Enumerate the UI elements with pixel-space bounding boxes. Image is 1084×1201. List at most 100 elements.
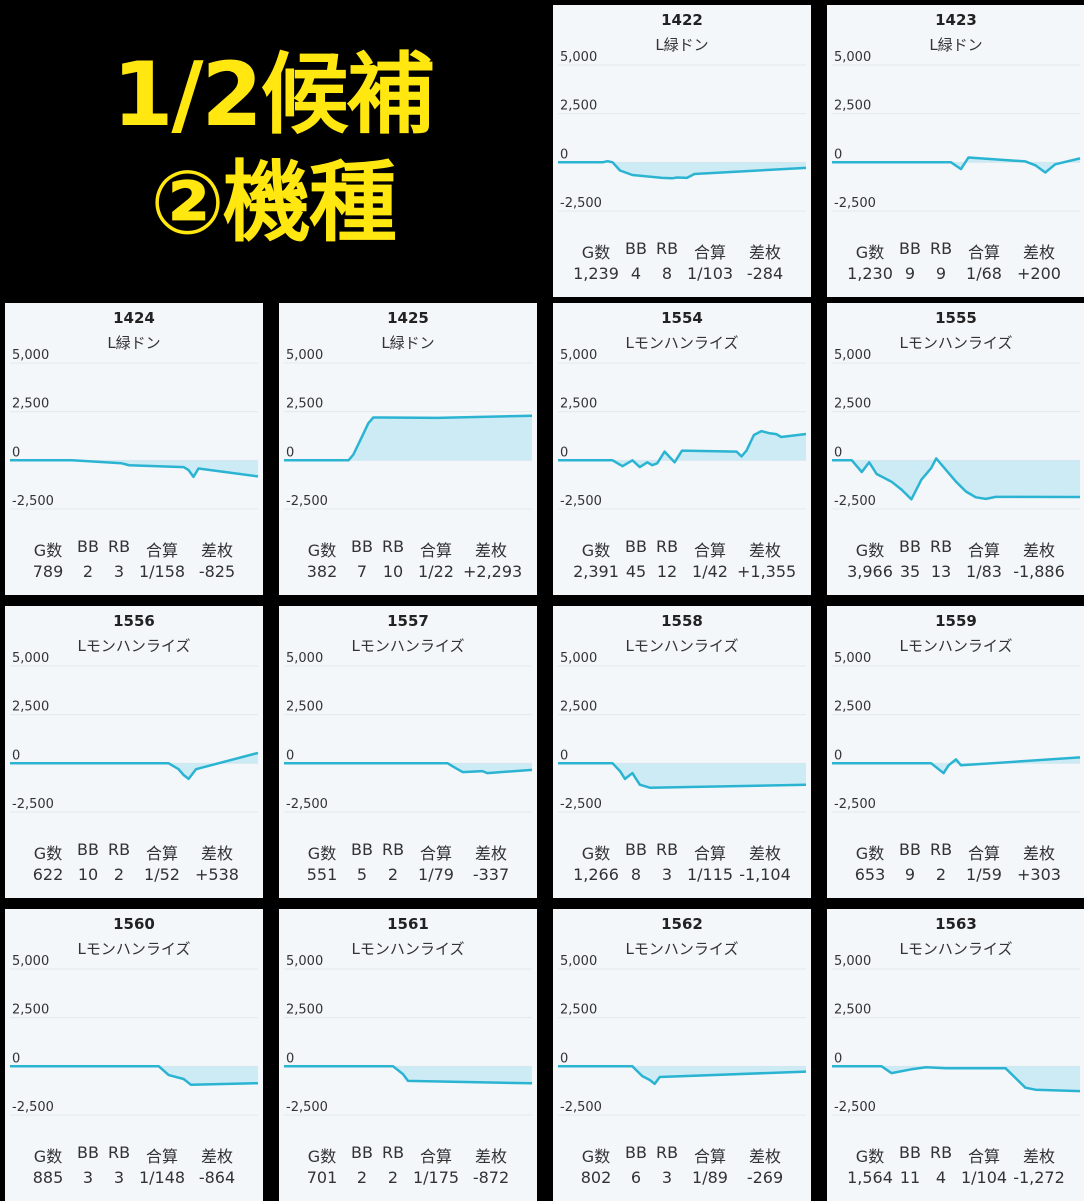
stat-value: 2: [387, 1168, 399, 1187]
stats-header-row: G数 BB RB 合算 差枚: [553, 537, 811, 561]
y-tick-label: 0: [286, 748, 294, 763]
stat-header: RB: [655, 537, 679, 556]
y-tick-label: -2,500: [560, 1100, 602, 1115]
stats-value-row: 789 2 3 1/158 -825: [5, 562, 263, 581]
stats-header-row: G数 BB RB 合算 差枚: [5, 1143, 263, 1167]
machine-name: Lモンハンライズ: [77, 637, 191, 655]
stat-header: 合算: [145, 541, 178, 560]
machine-name: L緑ドン: [107, 334, 161, 352]
y-tick-label: 2,500: [560, 397, 597, 412]
y-tick-label: -2,500: [834, 196, 876, 211]
stat-value: 1/22: [418, 562, 454, 581]
y-tick-label: 0: [12, 1051, 20, 1066]
stat-value: 1/68: [966, 264, 1002, 283]
slump-graph: 5,000 2,500 0 -2,500: [558, 348, 807, 510]
stats-header-row: G数 BB RB 合算 差枚: [279, 537, 537, 561]
stat-header: 差枚: [474, 844, 507, 863]
stat-header: 合算: [145, 844, 178, 863]
machine-name: L緑ドン: [381, 334, 435, 352]
y-tick-label: 0: [286, 1051, 294, 1066]
stat-header: BB: [77, 1143, 99, 1162]
machine-number: 1423: [935, 11, 977, 29]
stat-header: 合算: [967, 243, 1000, 262]
stat-value: +538: [195, 865, 239, 884]
machine-name: Lモンハンライズ: [625, 334, 739, 352]
y-tick-label: 0: [560, 147, 568, 162]
y-tick-label: 0: [286, 445, 294, 460]
stat-value: 4: [935, 1168, 947, 1187]
series-line: [10, 751, 259, 781]
y-tick-label: 5,000: [560, 651, 597, 666]
stat-value: 1,239: [573, 264, 619, 283]
stats-header-row: G数 BB RB 合算 差枚: [553, 1143, 811, 1167]
slump-graph: 5,000 2,500 0 -2,500: [832, 651, 1081, 813]
y-tick-label: -2,500: [286, 494, 328, 509]
slump-graph: 5,000 2,500 0 -2,500: [10, 954, 259, 1116]
stats-header-row: G数 BB RB 合算 差枚: [5, 537, 263, 561]
stat-value: 382: [306, 562, 338, 581]
stat-value: 789: [32, 562, 64, 581]
machine-number: 1556: [113, 612, 155, 630]
stat-header: BB: [899, 239, 921, 258]
slump-graph: 5,000 2,500 0 -2,500: [832, 954, 1081, 1116]
stats-value-row: 2,391 45 12 1/42 +1,355: [553, 562, 811, 581]
y-tick-label: 0: [834, 1051, 842, 1066]
y-tick-label: 5,000: [834, 348, 871, 363]
stat-value: 8: [661, 264, 673, 283]
stat-header: BB: [351, 537, 373, 556]
area-fill: [558, 161, 806, 179]
stats-value-row: 653 9 2 1/59 +303: [827, 865, 1084, 884]
stat-header: 差枚: [748, 243, 781, 262]
stat-value: 1,564: [847, 1168, 893, 1187]
slump-graph: 5,000 2,500 0 -2,500: [558, 50, 807, 212]
y-tick-label: 5,000: [834, 954, 871, 969]
y-tick-label: 0: [834, 748, 842, 763]
stat-header: BB: [77, 537, 99, 556]
y-tick-label: 2,500: [560, 1003, 597, 1018]
machine-card: 1423 L緑ドン 5,000 2,500 0 -2,500 G数 BB RB 合算 差枚 1,230…: [827, 5, 1084, 297]
y-tick-label: 2,500: [286, 397, 323, 412]
slump-graph: 5,000 2,500 0 -2,500: [284, 651, 533, 813]
stat-value: -284: [746, 264, 784, 283]
y-tick-label: 0: [12, 748, 20, 763]
y-tick-label: 2,500: [834, 700, 871, 715]
y-tick-label: 2,500: [12, 700, 49, 715]
stat-header: RB: [381, 1143, 405, 1162]
stat-header: BB: [625, 537, 647, 556]
machine-name: Lモンハンライズ: [899, 334, 1013, 352]
stats-header-row: G数 BB RB 合算 差枚: [827, 1143, 1084, 1167]
y-tick-label: 2,500: [286, 1003, 323, 1018]
stat-value: -1,886: [1013, 562, 1065, 581]
stats-value-row: 3,966 35 13 1/83 -1,886: [827, 562, 1084, 581]
machine-number: 1557: [387, 612, 429, 630]
slump-graph: 5,000 2,500 0 -2,500: [284, 348, 533, 510]
machine-card: 1557 Lモンハンライズ 5,000 2,500 0 -2,500 G数 BB RB 合算 差枚 5…: [279, 606, 537, 898]
stats-value-row: 382 7 10 1/22 +2,293: [279, 562, 537, 581]
stat-value: 1/175: [412, 1168, 460, 1187]
y-tick-label: 5,000: [834, 50, 871, 65]
stat-header: RB: [381, 537, 405, 556]
stat-value: 3: [113, 562, 125, 581]
stats-header-row: G数 BB RB 合算 差枚: [827, 239, 1084, 263]
stat-value: 2,391: [573, 562, 619, 581]
stat-header: 合算: [967, 541, 1000, 560]
y-tick-label: 2,500: [834, 1003, 871, 1018]
stat-header: 差枚: [200, 541, 233, 560]
stat-value: -269: [746, 1168, 784, 1187]
machine-name: Lモンハンライズ: [351, 637, 465, 655]
stat-value: 1,230: [847, 264, 893, 283]
stat-header: 差枚: [748, 1147, 781, 1166]
y-tick-label: 2,500: [560, 700, 597, 715]
stats-value-row: 802 6 3 1/89 -269: [553, 1168, 811, 1187]
stat-header: G数: [855, 1147, 885, 1166]
stat-value: 1/115: [686, 865, 734, 884]
stat-value: 5: [356, 865, 368, 884]
stat-value: -1,272: [1013, 1168, 1065, 1187]
y-tick-label: 5,000: [834, 651, 871, 666]
machine-card: 1554 Lモンハンライズ 5,000 2,500 0 -2,500 G数 BB RB 合算 差枚 2…: [553, 303, 811, 595]
machine-name: Lモンハンライズ: [625, 940, 739, 958]
stat-value: 2: [935, 865, 947, 884]
machine-card: 1425 L緑ドン 5,000 2,500 0 -2,500 G数 BB RB 合算 差枚 382 7 1…: [279, 303, 537, 595]
y-tick-label: 0: [560, 748, 568, 763]
stat-header: 差枚: [1022, 541, 1055, 560]
